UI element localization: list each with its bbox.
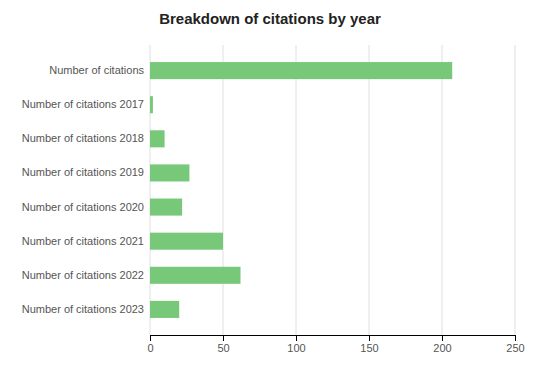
tick: Number of citations 2019 (22, 166, 150, 178)
tick: 150 (360, 335, 378, 354)
tick-mark (223, 335, 224, 341)
tick: Number of citations 2018 (22, 132, 150, 144)
bar (150, 164, 189, 181)
category-axis: Number of citations 2023 Number of citati… (22, 64, 150, 315)
tick-label: Number of citations 2023 (22, 303, 144, 315)
tick-mark (369, 335, 370, 341)
tick-label: Number of citations 2019 (22, 166, 144, 178)
bar (150, 62, 452, 79)
bar (150, 233, 223, 250)
tick-mark (442, 335, 443, 341)
bars (150, 62, 452, 318)
tick: 0 (147, 335, 153, 354)
tick-label: Number of citations 2018 (22, 132, 144, 144)
tick: 100 (287, 335, 305, 354)
tick: Number of citations 2022 (22, 269, 150, 281)
bar (150, 96, 153, 113)
tick-label: Number of citations (49, 64, 144, 76)
tick: Number of citations (49, 64, 150, 76)
tick-label: 150 (360, 342, 378, 354)
bar (150, 267, 241, 284)
axis-line (151, 336, 516, 342)
tick: Number of citations 2020 (22, 201, 150, 213)
tick-mark (515, 335, 516, 341)
tick: Number of citations 2021 (22, 235, 150, 247)
tick-label: 50 (217, 342, 229, 354)
grid-line (150, 45, 151, 335)
bar (150, 301, 179, 318)
plot: 050100150200250Number of citations 2023N… (22, 45, 525, 354)
tick-label: Number of citations 2022 (22, 269, 144, 281)
tick: 200 (433, 335, 451, 354)
grid-line (369, 45, 370, 335)
grid-line (515, 45, 516, 335)
tick-label: 100 (287, 342, 305, 354)
tick: Number of citations 2017 (22, 98, 150, 110)
chart: Breakdown of citations by year 0 50 100 150 2… (0, 0, 540, 365)
tick-label: Number of citations 2021 (22, 235, 144, 247)
tick-label: Number of citations 2020 (22, 201, 144, 213)
grid-line (442, 45, 443, 335)
tick-mark (150, 335, 151, 341)
tick-mark (296, 335, 297, 341)
grid-line (223, 45, 224, 335)
tick-label: 0 (147, 342, 153, 354)
tick: 50 (217, 335, 229, 354)
grid (150, 45, 515, 335)
grid-line (296, 45, 297, 335)
tick: 250 (506, 335, 524, 354)
bar (150, 130, 165, 147)
title: Breakdown of citations by year (159, 10, 381, 27)
tick-label: 250 (506, 342, 524, 354)
bar (150, 199, 182, 216)
tick-label: Number of citations 2017 (22, 98, 144, 110)
tick-label: 200 (433, 342, 451, 354)
tick: Number of citations 2023 (22, 303, 150, 315)
value-axis: 0 50 100 150 200 250 (147, 335, 524, 354)
